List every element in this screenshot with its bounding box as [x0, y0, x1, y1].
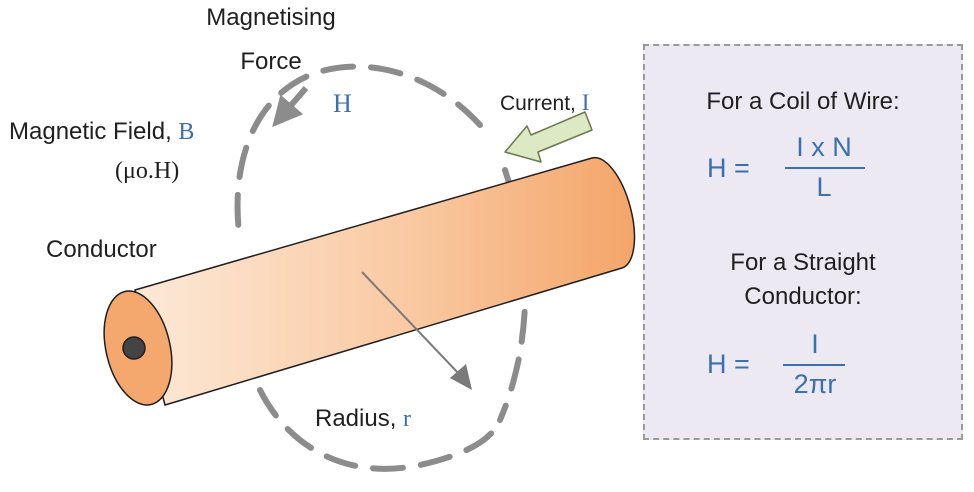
current-text: Current,: [500, 92, 582, 115]
coil-formula-title: For a Coil of Wire:: [706, 88, 900, 115]
magnetic-field-label: Magnetic Field, B: [9, 118, 194, 146]
h-symbol-label: H: [333, 89, 352, 118]
conductor-body: [134, 156, 636, 406]
radius-text: Radius,: [315, 405, 404, 432]
coil-formula-lhs: H =: [707, 153, 750, 183]
current-arrow: [504, 111, 593, 163]
conductor-label: Conductor: [46, 236, 157, 263]
current-symbol: I: [581, 90, 590, 115]
formula-panel: For a Coil of Wire: H = I x N L For a St…: [643, 44, 963, 440]
magnetic-field-text: Magnetic Field,: [9, 118, 179, 145]
radius-symbol: r: [403, 406, 412, 432]
radius-label: Radius, r: [315, 405, 411, 433]
magnetic-field-symbol: B: [178, 119, 195, 145]
conductor-core: [122, 336, 146, 360]
radius-arrow-line: [361, 271, 461, 376]
straight-fraction-bar: [783, 364, 845, 366]
field-direction-arrow: [272, 86, 309, 128]
current-label: Current, I: [500, 89, 589, 118]
coil-formula-numerator: I x N: [796, 132, 852, 162]
straight-formula-numerator: I: [811, 329, 819, 359]
straight-formula-title: For a Straight Conductor:: [730, 249, 876, 310]
straight-formula-denominator: 2πr: [793, 369, 837, 399]
coil-fraction-bar: [785, 167, 865, 169]
field-formula-label: (μo.H): [115, 158, 180, 184]
radius-arrow-head: [450, 364, 472, 390]
magnetising-force-label: Magnetising Force: [206, 4, 336, 75]
coil-formula-denominator: L: [816, 172, 832, 202]
straight-formula-lhs: H =: [707, 349, 750, 379]
field-loop-front: [234, 63, 483, 243]
field-loop-bottom: [257, 387, 503, 472]
